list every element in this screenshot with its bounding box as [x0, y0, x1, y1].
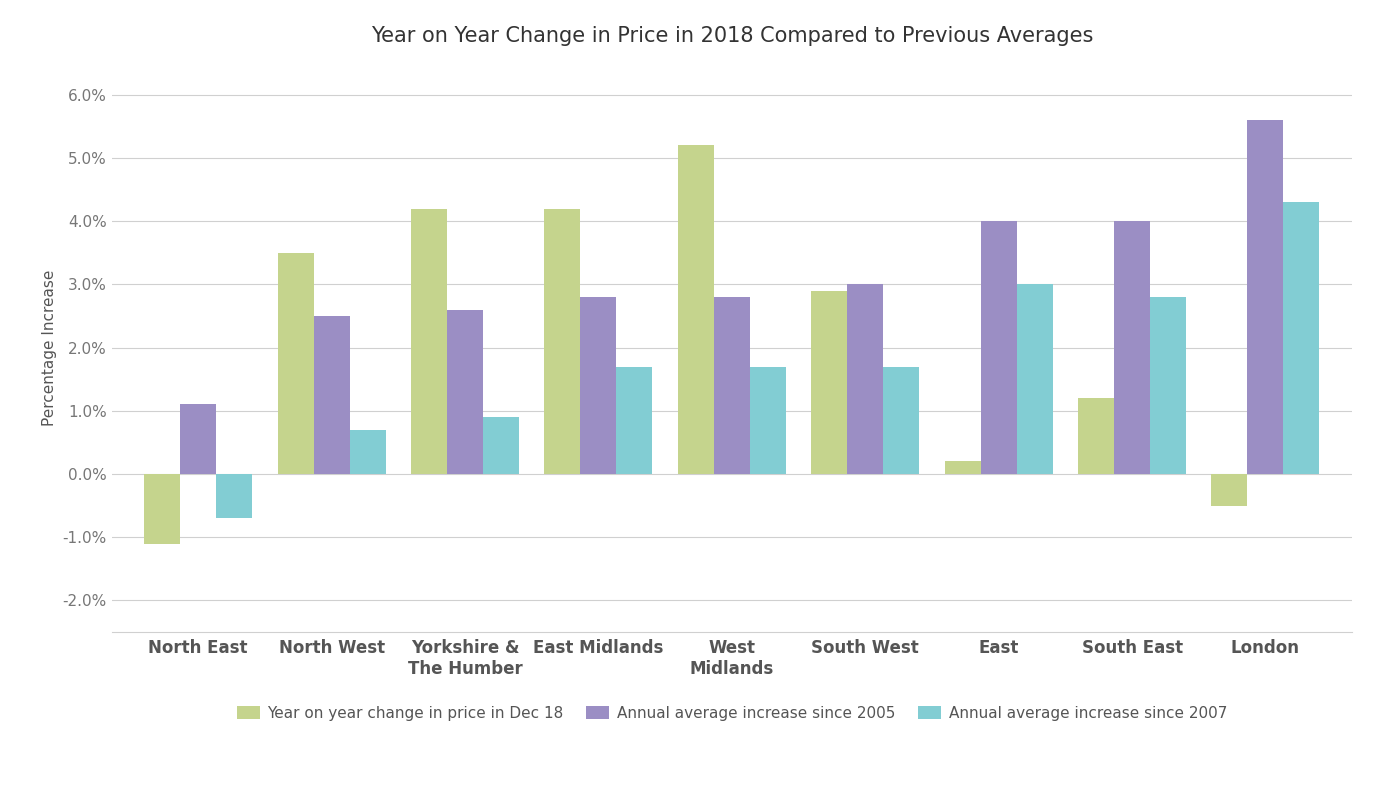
Bar — [980, 221, 1016, 474]
Bar — [1078, 398, 1114, 474]
Bar — [1150, 297, 1186, 474]
Bar — [884, 367, 919, 474]
Bar — [750, 367, 786, 474]
Bar — [616, 367, 652, 474]
Title: Year on Year Change in Price in 2018 Compared to Previous Averages: Year on Year Change in Price in 2018 Com… — [371, 26, 1093, 47]
Bar — [1114, 221, 1150, 474]
Bar — [545, 209, 580, 474]
Bar — [411, 209, 447, 474]
Bar — [180, 404, 216, 474]
Bar — [216, 474, 252, 518]
Bar — [811, 291, 848, 474]
Bar — [1211, 474, 1248, 506]
Bar — [484, 417, 519, 474]
Bar — [945, 461, 980, 474]
Bar — [447, 310, 484, 474]
Bar — [580, 297, 616, 474]
Bar — [848, 284, 884, 474]
Legend: Year on year change in price in Dec 18, Annual average increase since 2005, Annu: Year on year change in price in Dec 18, … — [230, 699, 1234, 727]
Bar — [350, 430, 386, 474]
Bar — [1016, 284, 1052, 474]
Bar — [1248, 120, 1284, 474]
Bar — [314, 316, 350, 474]
Bar — [677, 145, 714, 474]
Bar — [1284, 202, 1320, 474]
Bar — [714, 297, 750, 474]
Y-axis label: Percentage Increase: Percentage Increase — [42, 269, 57, 426]
Bar — [144, 474, 180, 544]
Bar — [277, 253, 314, 474]
